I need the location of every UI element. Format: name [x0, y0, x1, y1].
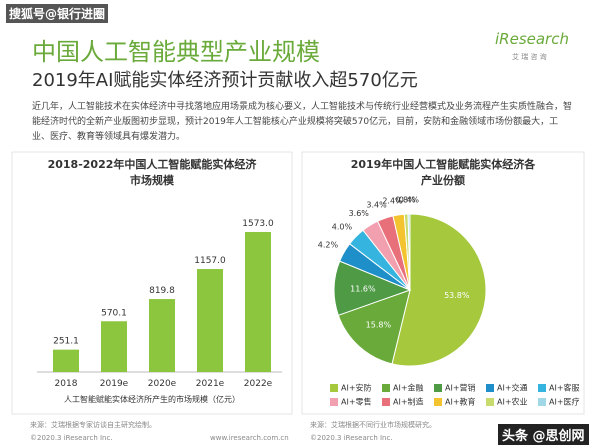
x-tick-label: 2020e [148, 379, 177, 389]
value-label: 251.1 [53, 337, 79, 347]
bar [101, 321, 127, 372]
legend-swatch [330, 384, 338, 392]
caption: 人工智能赋能实体经济所产生的市场规模（亿元） [64, 394, 240, 404]
legend-swatch [434, 384, 442, 392]
chart-title: 2019年中国人工智能赋能实体经济各 [351, 157, 537, 171]
corner-watermark: 头条 @思创网 [498, 424, 589, 445]
value-label: 819.8 [149, 286, 175, 296]
logo: iResearch [495, 30, 569, 48]
intro: 近几年，人工智能技术在实体经济中寻找落地应用场景成为核心要义，人工智能技术与传统… [32, 102, 573, 142]
pie-slice [337, 289, 411, 365]
title: 中国人工智能典型产业规模 [32, 38, 320, 66]
legend-label: AI+安防 [341, 383, 372, 393]
value-label: 3.4% [366, 200, 387, 209]
watermark: 搜狐号@银行进圈 [6, 4, 109, 23]
legend-label: AI+营销 [445, 383, 476, 393]
value-label: 1157.0 [194, 256, 226, 266]
legend-label: AI+客服 [549, 383, 580, 393]
value-label: 11.6% [350, 284, 376, 293]
pie-slice [391, 213, 487, 367]
chart-title: 产业份额 [421, 173, 465, 187]
value-label: 53.8% [444, 291, 470, 300]
chart-title: 2018-2022年中国人工智能赋能实体经济 [48, 157, 258, 171]
legend-label: AI+教育 [445, 397, 476, 407]
value-label: 1573.0 [242, 219, 274, 229]
footer: ©2020.3 iResearch Inc. [30, 434, 113, 442]
chart-title: 市场规模 [130, 173, 175, 187]
value-label: 0.8% [395, 196, 416, 205]
legend-label: AI+零售 [341, 397, 372, 407]
legend-swatch [538, 398, 546, 406]
x-tick-label: 2022e [244, 379, 273, 389]
value-label: 15.8% [366, 320, 392, 329]
pie-slice [407, 213, 411, 291]
x-tick-label: 2018 [55, 379, 78, 389]
legend-swatch [486, 384, 494, 392]
legend-label: AI+金融 [393, 383, 424, 393]
legend-swatch [382, 384, 390, 392]
bar [245, 232, 271, 372]
source: 来源：艾瑞根据专家访谈自主研究绘制。 [30, 421, 156, 429]
value-label: 4.0% [332, 222, 353, 231]
x-tick-label: 2019e [100, 379, 129, 389]
logo-tagline: 艾 瑞 咨 询 [512, 53, 547, 61]
value-label: 570.1 [101, 308, 127, 318]
bar [149, 299, 175, 372]
bar [53, 349, 79, 372]
value-label: 4.2% [318, 241, 339, 250]
legend-swatch [486, 398, 494, 406]
value-label: 3.6% [349, 209, 370, 218]
legend-label: AI+农业 [497, 397, 528, 407]
source: 来源：艾瑞根据不同行业市场规模研究。 [310, 421, 436, 429]
legend-swatch [382, 398, 390, 406]
value-label: 2.4% [382, 197, 403, 206]
bar [197, 269, 223, 372]
subtitle: 2019年AI赋能实体经济预计贡献收入超570亿元 [32, 70, 418, 91]
legend-swatch [538, 384, 546, 392]
legend-swatch [434, 398, 442, 406]
footer-url: www.iresearch.com.cn [210, 434, 289, 442]
footer: ©2020.3 iResearch Inc. [310, 434, 393, 442]
legend-swatch [330, 398, 338, 406]
legend-label: AI+医疗 [549, 397, 580, 407]
legend-label: AI+交通 [497, 383, 528, 393]
x-tick-label: 2021e [196, 379, 225, 389]
legend-label: AI+制造 [393, 397, 424, 407]
value-label: 0.4% [399, 196, 420, 205]
